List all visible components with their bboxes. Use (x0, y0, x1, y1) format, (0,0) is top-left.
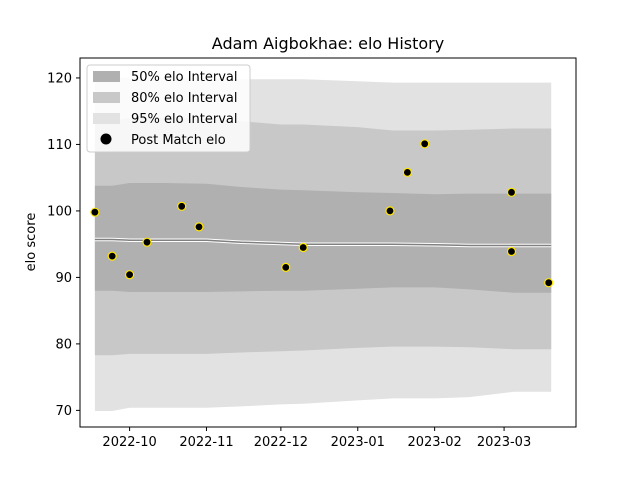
legend-marker-post-match (100, 133, 112, 145)
legend-swatch-band-95 (93, 113, 120, 124)
legend: 50% elo Interval 80% elo Interval 95% elo … (86, 64, 251, 153)
post-match-point (544, 278, 554, 288)
x-tick-label: 2022-11 (179, 435, 233, 450)
post-match-point (281, 262, 291, 272)
legend-box (86, 64, 251, 153)
y-tick-label: 90 (55, 271, 72, 286)
y-tick-label: 110 (47, 138, 72, 153)
legend-label: 95% elo Interval (131, 112, 238, 127)
post-match-point (420, 139, 430, 149)
post-match-point (177, 201, 187, 211)
post-match-point (402, 167, 412, 177)
legend-label: 50% elo Interval (131, 70, 238, 85)
post-match-point (298, 242, 308, 253)
post-match-points (90, 139, 554, 288)
x-tick-label: 2022-12 (254, 435, 308, 450)
x-tick-label: 2023-02 (407, 435, 461, 450)
legend-label: 80% elo Interval (131, 91, 238, 106)
x-tick-label: 2022-10 (102, 435, 156, 450)
chart-title: Adam Aigbokhae: elo History (212, 34, 444, 53)
y-tick-label: 80 (55, 337, 72, 352)
post-match-point (506, 187, 517, 197)
post-match-point (385, 206, 395, 216)
mean-elo-line-group (94, 237, 552, 248)
x-tick-label: 2023-03 (477, 435, 531, 450)
mean-elo-line (94, 238, 552, 247)
y-axis-label: elo score (24, 213, 39, 272)
x-tick-label: 2023-01 (331, 435, 385, 450)
legend-label: Post Match elo (131, 133, 226, 148)
x-axis: 2022-10 2022-11 2022-12 2023-01 2023-02 2023-… (102, 427, 531, 450)
legend-swatch-band-80 (93, 92, 120, 103)
post-match-point (142, 237, 152, 247)
post-match-point (107, 251, 117, 261)
y-axis: 70 80 90 100 110 120 (47, 71, 80, 419)
legend-swatch-band-50 (93, 71, 120, 82)
y-tick-label: 120 (47, 71, 72, 86)
post-match-point (506, 246, 517, 257)
plot-frame (79, 57, 577, 428)
y-tick-label: 70 (55, 404, 72, 419)
post-match-point (125, 270, 135, 280)
band-50 (94, 183, 552, 293)
post-match-point (90, 207, 100, 217)
post-match-point (194, 222, 204, 232)
y-tick-label: 100 (47, 204, 72, 219)
